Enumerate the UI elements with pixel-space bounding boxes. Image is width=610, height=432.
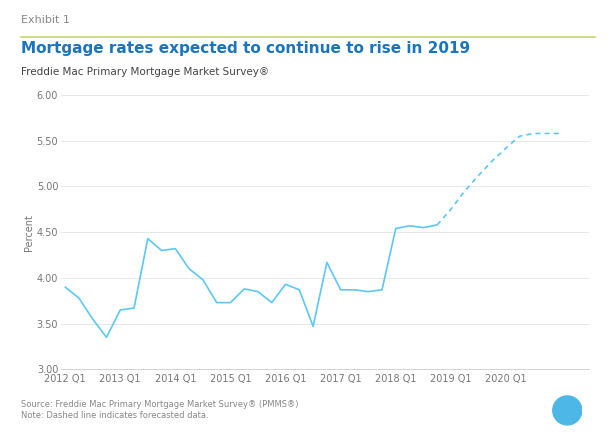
Text: Note: Dashed line indicates forecasted data.: Note: Dashed line indicates forecasted d… bbox=[21, 411, 209, 420]
Text: Mortgage rates expected to continue to rise in 2019: Mortgage rates expected to continue to r… bbox=[21, 41, 470, 56]
Text: +: + bbox=[561, 403, 573, 417]
Text: Exhibit 1: Exhibit 1 bbox=[21, 15, 70, 25]
Text: Source: Freddie Mac Primary Mortgage Market Survey® (PMMS®): Source: Freddie Mac Primary Mortgage Mar… bbox=[21, 400, 299, 409]
Circle shape bbox=[553, 396, 582, 425]
Y-axis label: Percent: Percent bbox=[24, 214, 34, 251]
Text: Freddie Mac Primary Mortgage Market Survey®: Freddie Mac Primary Mortgage Market Surv… bbox=[21, 67, 270, 77]
